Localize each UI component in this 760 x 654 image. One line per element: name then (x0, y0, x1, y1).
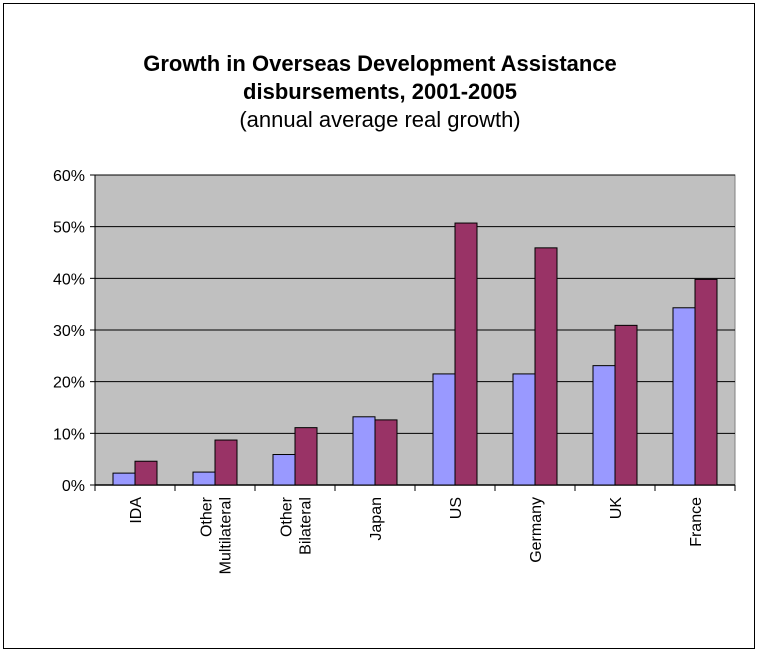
bar-series2-us (454, 222, 478, 486)
y-tick-label: 0% (62, 478, 85, 495)
x-tick-label: France (688, 497, 705, 547)
bar-series1-other-bilateral (272, 454, 296, 486)
x-tick-label-line: Other (199, 496, 216, 537)
x-tick-label-line: Japan (368, 497, 385, 541)
x-tick-label: Other Bilateral (279, 496, 315, 554)
bar-series2-other-multilateral (214, 439, 238, 486)
x-tick-label: Germany (528, 497, 545, 563)
x-tick-label-line: IDA (128, 497, 145, 524)
bar-series2-uk (614, 324, 638, 486)
bar-series2-japan (374, 419, 398, 486)
bar-series2-germany (534, 247, 558, 486)
y-tick-label: 30% (53, 323, 85, 340)
chart-titles: Growth in Overseas Development Assistanc… (0, 50, 760, 134)
x-tick-label-line: France (688, 497, 705, 547)
bar-series2-france (694, 278, 718, 486)
y-tick-label: 60% (53, 168, 85, 185)
x-tick-label: IDA (128, 497, 145, 524)
bar-series1-ida (112, 472, 136, 486)
x-tick-label-line: UK (608, 497, 625, 520)
x-tick-label: Other Multilateral (199, 496, 235, 574)
x-tick-label-line: US (448, 497, 465, 519)
x-tick-label-line: Bilateral (298, 497, 315, 555)
bar-series1-france (672, 307, 696, 486)
bar-series1-germany (512, 373, 536, 486)
y-tick-label: 50% (53, 220, 85, 237)
x-tick-label: UK (608, 497, 625, 520)
bar-series1-uk (592, 365, 616, 486)
y-tick-label: 20% (53, 375, 85, 392)
chart-title-line-2: disbursements, 2001-2005 (243, 79, 517, 104)
x-tick-label-line: Germany (528, 497, 545, 563)
x-tick-label-line: Other (279, 496, 296, 537)
y-tick-label: 10% (53, 426, 85, 443)
x-tick-label-line: Multilateral (218, 497, 235, 574)
chart-title-line-1: Growth in Overseas Development Assistanc… (143, 51, 617, 76)
x-tick-label: US (448, 497, 465, 519)
x-tick-label: Japan (368, 497, 385, 541)
bar-series1-japan (352, 416, 376, 486)
bar-series1-us (432, 373, 456, 486)
bar-series2-other-bilateral (294, 427, 318, 486)
bar-series1-other-multilateral (192, 471, 216, 486)
y-tick-label: 40% (53, 271, 85, 288)
chart-subtitle: (annual average real growth) (239, 107, 521, 132)
bar-series2-ida (134, 460, 158, 486)
